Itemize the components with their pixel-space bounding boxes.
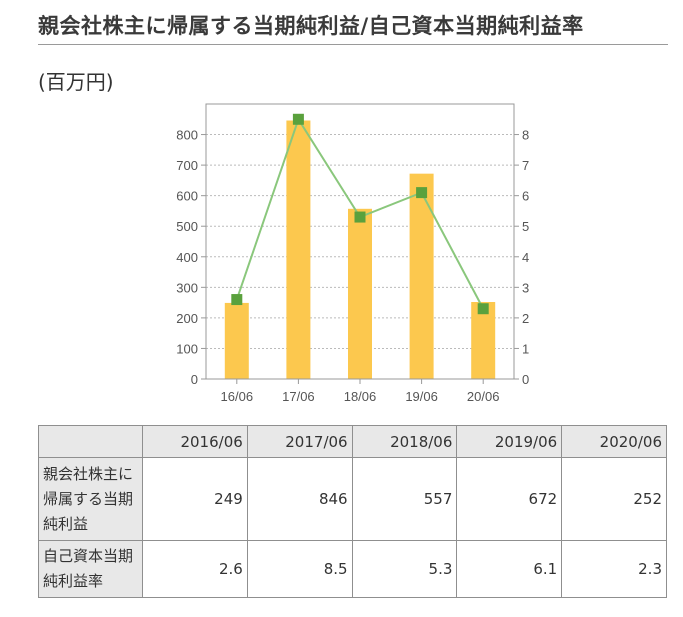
roe-point <box>292 113 304 125</box>
y-right-tick-label: 0 <box>522 372 529 387</box>
x-tick-label: 17/06 <box>282 389 315 404</box>
table-header-row: 2016/06 2017/06 2018/06 2019/06 2020/06 <box>38 425 667 458</box>
y-right-tick-label: 2 <box>522 311 529 326</box>
table-row-label: 自己資本当期純利益率 <box>38 540 143 598</box>
y-right-tick-label: 1 <box>522 341 529 356</box>
table-cell: 8.5 <box>246 540 353 598</box>
table-header-cell: 2020/06 <box>561 425 667 458</box>
unit-label: (百万円) <box>38 70 114 94</box>
y-left-tick-label: 600 <box>176 189 198 204</box>
table-cell: 252 <box>561 457 667 541</box>
y-left-tick-label: 300 <box>176 280 198 295</box>
y-left-tick-label: 200 <box>176 311 198 326</box>
roe-point <box>231 294 243 306</box>
roe-point <box>416 187 428 199</box>
bar <box>224 302 249 379</box>
x-tick-label: 20/06 <box>467 389 500 404</box>
bar-layer <box>224 120 496 379</box>
y-left-tick-label: 700 <box>176 158 198 173</box>
y-left-tick-label: 400 <box>176 250 198 265</box>
earnings-chart: 0 100 200 300 400 500 600 700 800 0 1 2 3 4 5 6 7 8 16/06 1… <box>176 103 529 404</box>
y-left-tick-label: 800 <box>176 128 198 143</box>
bar <box>409 173 434 379</box>
table-cell: 672 <box>456 457 563 541</box>
y-right-tick-label: 7 <box>522 158 529 173</box>
table-cell: 846 <box>246 457 353 541</box>
table-row-label: 親会社株主に帰属する当期純利益 <box>38 457 143 541</box>
table-row: 自己資本当期純利益率 2.6 8.5 5.3 6.1 2.3 <box>38 540 667 598</box>
page-title: 親会社株主に帰属する当期純利益/自己資本当期純利益率 <box>38 8 668 45</box>
line-layer <box>231 113 489 315</box>
y-left-tick-label: 500 <box>176 219 198 234</box>
x-tick-label: 16/06 <box>221 389 254 404</box>
table-cell: 2.6 <box>142 540 248 598</box>
table-header-cell: 2019/06 <box>456 425 563 458</box>
bar <box>286 120 311 379</box>
x-tick-label: 18/06 <box>344 389 377 404</box>
table-cell: 249 <box>142 457 248 541</box>
roe-point <box>354 211 366 223</box>
table-cell: 6.1 <box>456 540 563 598</box>
label-layer: 0 100 200 300 400 500 600 700 800 0 1 2 3 4 5 6 7 8 16/06 1… <box>176 128 529 404</box>
roe-point <box>477 303 489 315</box>
table-header-cell: 2018/06 <box>351 425 458 458</box>
data-table: 2016/06 2017/06 2018/06 2019/06 2020/06 … <box>38 425 667 598</box>
bar <box>471 302 496 379</box>
y-left-tick-label: 100 <box>176 341 198 356</box>
table-header-cell: 2016/06 <box>142 425 248 458</box>
y-right-tick-label: 4 <box>522 250 529 265</box>
y-left-tick-label: 0 <box>191 372 198 387</box>
y-right-tick-label: 5 <box>522 219 529 234</box>
table-corner-cell <box>38 425 143 458</box>
table-row: 親会社株主に帰属する当期純利益 249 846 557 672 252 <box>38 457 667 541</box>
y-right-tick-label: 3 <box>522 280 529 295</box>
table-header-cell: 2017/06 <box>246 425 353 458</box>
frame-layer <box>201 103 519 384</box>
y-right-tick-label: 6 <box>522 189 529 204</box>
table-cell: 5.3 <box>351 540 458 598</box>
y-right-tick-label: 8 <box>522 128 529 143</box>
table-cell: 557 <box>351 457 458 541</box>
table-cell: 2.3 <box>561 540 667 598</box>
x-tick-label: 19/06 <box>405 389 438 404</box>
bar <box>348 208 372 379</box>
